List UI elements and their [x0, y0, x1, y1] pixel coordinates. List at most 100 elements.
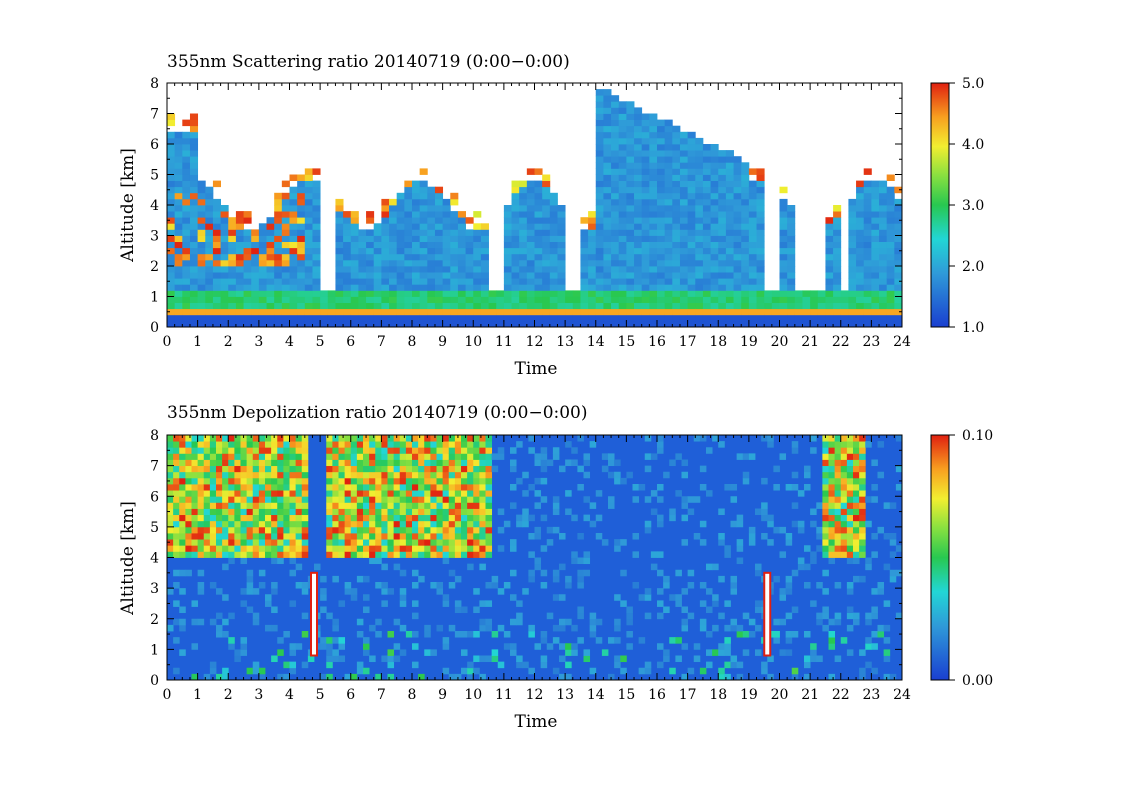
heatmap-cell [672, 314, 681, 322]
heatmap-cell [503, 217, 512, 224]
heatmap-cell [797, 563, 805, 571]
heatmap-cell [756, 308, 765, 316]
heatmap-cell [565, 673, 572, 681]
heatmap-cell [549, 259, 558, 267]
heatmap-cell [519, 320, 528, 328]
heatmap-cell [710, 278, 719, 285]
colorbar-tick-label: 5.0 [962, 76, 984, 92]
heatmap-cell [886, 235, 895, 242]
heatmap-cell [681, 643, 689, 650]
heatmap-cell [846, 582, 854, 589]
heatmap-cell [748, 241, 757, 249]
heatmap-cell [424, 631, 431, 638]
heatmap-cell [312, 205, 321, 212]
heatmap-cell [725, 272, 734, 279]
colorbar-tick-label: 1.0 [962, 320, 984, 336]
heatmap-cell [571, 459, 578, 467]
heatmap-cell [289, 496, 297, 503]
heatmap-cell [549, 296, 558, 303]
heatmap-cell [672, 144, 681, 151]
heatmap-cell [473, 477, 480, 485]
heatmap-cell [338, 441, 346, 448]
heatmap-cell [687, 253, 696, 261]
heatmap-cell [748, 259, 757, 267]
heatmap-cell [442, 594, 450, 601]
heatmap-cell [534, 211, 543, 218]
x-tick-label: 12 [526, 334, 544, 350]
heatmap-cell [320, 308, 329, 316]
heatmap-cell [212, 266, 221, 273]
heatmap-cell [436, 624, 444, 632]
heatmap-cell [436, 435, 444, 442]
heatmap-cell [589, 502, 597, 509]
high-depol-column [763, 571, 772, 657]
heatmap-cell [335, 241, 344, 249]
heatmap-cell [363, 465, 370, 473]
heatmap-cell [886, 266, 895, 273]
heatmap-cell [350, 496, 358, 503]
heatmap-cell [381, 526, 388, 534]
heatmap-cell [350, 490, 358, 497]
heatmap-cell [485, 551, 493, 558]
heatmap-cell [281, 235, 290, 242]
heatmap-cell [189, 272, 199, 279]
heatmap-cell [618, 229, 627, 236]
x-tick-label: 15 [617, 334, 635, 350]
heatmap-cell [595, 125, 604, 133]
heatmap-cell [549, 266, 558, 273]
heatmap-cell [672, 180, 681, 188]
heatmap-cell [718, 241, 727, 249]
heatmap-cell [785, 649, 793, 656]
heatmap-cell [335, 205, 344, 212]
heatmap-cell [320, 314, 329, 322]
heatmap-cell [718, 643, 725, 650]
heatmap-cell [251, 284, 260, 291]
heatmap-cell [358, 308, 367, 316]
heatmap-cell [205, 241, 214, 249]
heatmap-cell [252, 484, 260, 491]
heatmap-cell [503, 296, 512, 303]
heatmap-cell [603, 198, 612, 206]
heatmap-cell [461, 667, 468, 675]
heatmap-cell [736, 545, 744, 552]
heatmap-cell [366, 266, 375, 273]
heatmap-cell [580, 235, 589, 242]
heatmap-cell [243, 320, 252, 328]
heatmap-cell [185, 453, 192, 460]
heatmap-cell [295, 526, 303, 534]
heatmap-cell [173, 459, 180, 467]
heatmap-cell [197, 545, 205, 552]
heatmap-cell [634, 174, 643, 181]
heatmap-cell [197, 526, 205, 534]
heatmap-cell [511, 211, 520, 218]
heatmap-cell [802, 302, 811, 310]
heatmap-cell [167, 247, 176, 255]
heatmap-cell [375, 539, 382, 546]
heatmap-cell [301, 631, 309, 638]
heatmap-cell [816, 545, 823, 552]
heatmap-cell [611, 174, 620, 181]
heatmap-cell [479, 441, 486, 448]
heatmap-cell [859, 514, 866, 522]
heatmap-cell [235, 266, 244, 273]
heatmap-cell [228, 551, 235, 558]
heatmap-cell [516, 520, 523, 528]
heatmap-cell [173, 551, 180, 558]
heatmap-cell [511, 247, 520, 255]
heatmap-cell [167, 520, 174, 528]
heatmap-cell [480, 290, 489, 297]
heatmap-cell [197, 447, 205, 454]
heatmap-cell [393, 533, 401, 540]
heatmap-cell [572, 296, 581, 303]
heatmap-cell [626, 113, 635, 120]
heatmap-cell [595, 95, 604, 102]
heatmap-cell [326, 612, 333, 620]
heatmap-cell [304, 278, 313, 285]
heatmap-cell [557, 229, 566, 236]
heatmap-cell [730, 484, 738, 491]
heatmap-cell [399, 649, 407, 656]
heatmap-cell [595, 89, 604, 96]
heatmap-cell [511, 259, 520, 267]
heatmap-cell [427, 205, 436, 212]
heatmap-cell [363, 502, 370, 509]
